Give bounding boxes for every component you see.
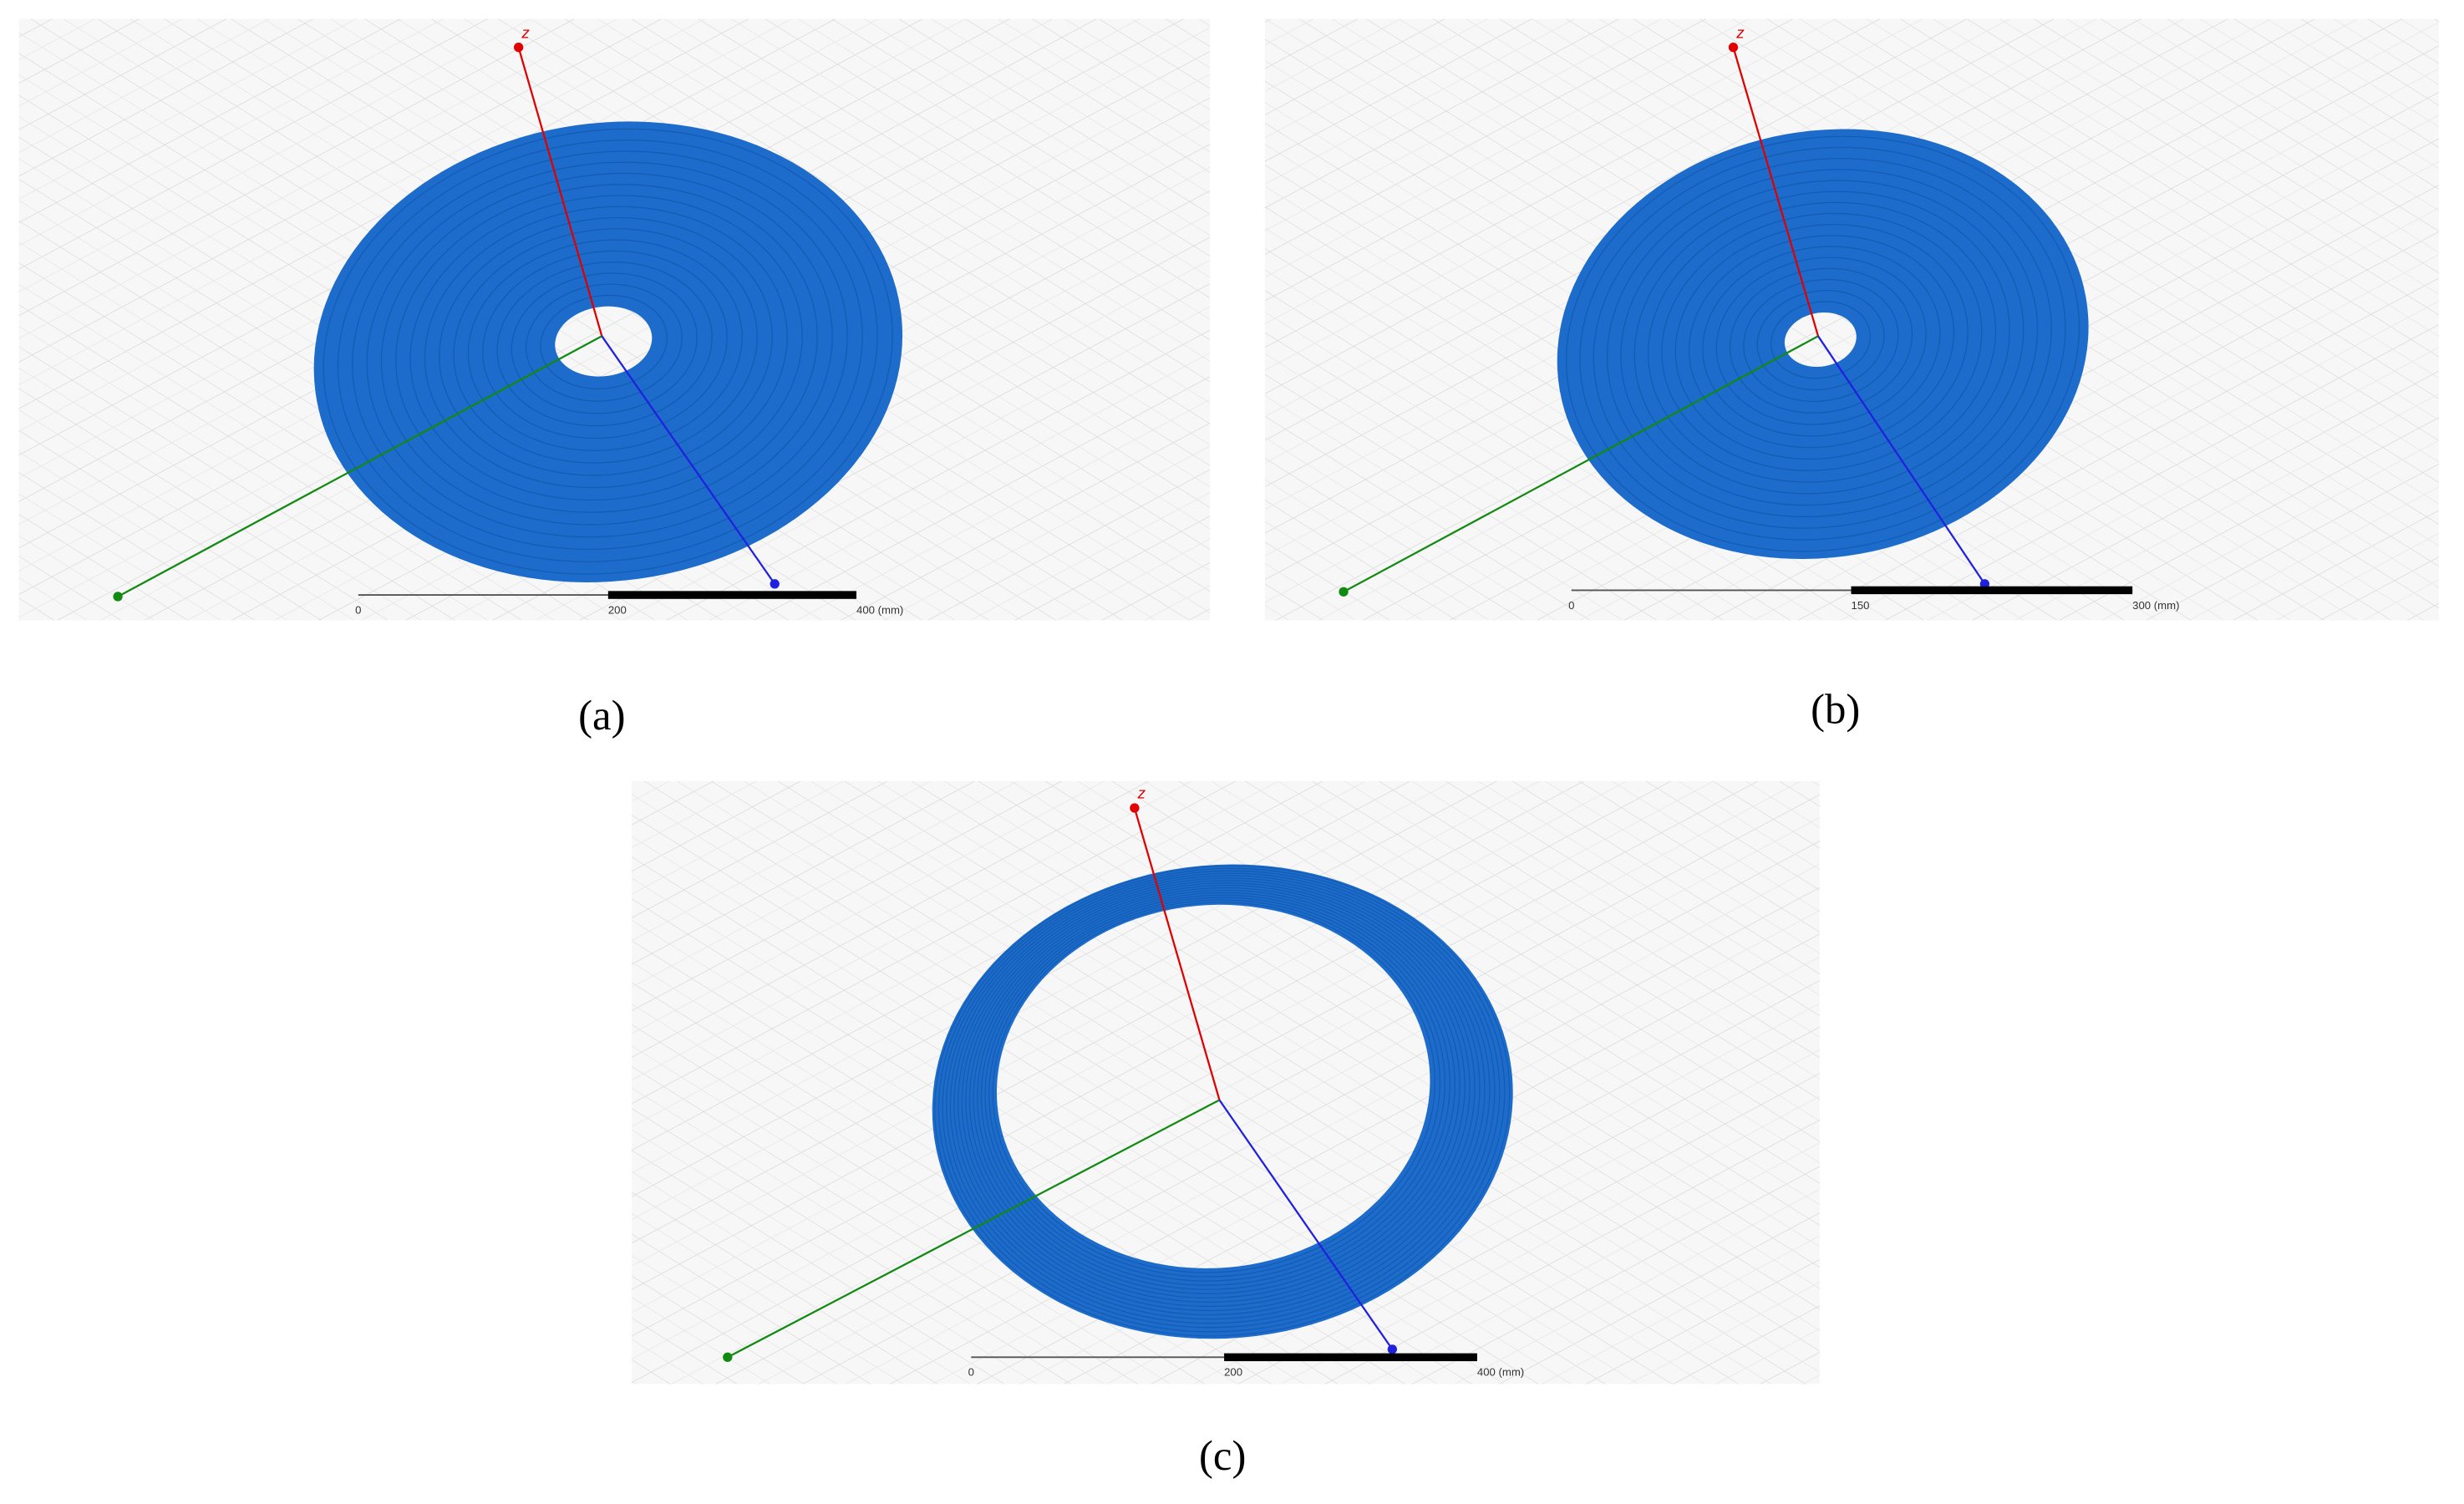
axis-line: [117, 335, 602, 597]
axis-tip: [113, 592, 123, 602]
coil-turn: [1715, 257, 1927, 425]
scale-label: 150: [1852, 599, 1870, 612]
axis-line: [1218, 1099, 1394, 1350]
coil-turn: [380, 172, 833, 526]
coil-turn: [934, 865, 1511, 1337]
coil-turn: [352, 150, 863, 551]
coil-turn: [961, 882, 1476, 1308]
coil-turn: [1743, 278, 1899, 403]
scale-label: 0: [355, 603, 361, 616]
coil-turn: [424, 206, 788, 489]
coil-turn: [1770, 301, 1872, 379]
coil-turn: [1647, 201, 1997, 483]
scale-bar-fill: [607, 591, 857, 599]
panel-label: (c): [1199, 1433, 1246, 1480]
coil-body: [313, 121, 902, 582]
axis-line: [1133, 807, 1221, 1100]
coil-turn: [1661, 212, 1983, 471]
coil-turn: [337, 139, 878, 562]
coil-turn: [1593, 157, 2052, 529]
coil-turn: [1674, 223, 1969, 460]
coil-turn: [1606, 169, 2039, 518]
coil-turn: [965, 884, 1471, 1303]
scale-label: 300 (mm): [2132, 599, 2179, 612]
axis-tip: [723, 1352, 733, 1363]
coil-body: [1557, 129, 2089, 559]
coil-turn: [467, 239, 743, 451]
coil-turn: [968, 887, 1466, 1299]
coil-turn: [984, 897, 1445, 1282]
scale-label: 0: [1568, 599, 1574, 612]
axis-line: [517, 47, 603, 337]
coil-turn: [973, 889, 1461, 1294]
coil: [313, 121, 902, 582]
axis-tip: [1339, 587, 1349, 597]
coil-turn: [1633, 191, 2010, 495]
coil-turn: [946, 872, 1496, 1324]
coil-body: [932, 864, 1513, 1339]
coil-turn: [409, 195, 803, 501]
axis-label: z: [1735, 23, 1745, 41]
coil-turn: [957, 880, 1481, 1312]
coil-turn: [1729, 267, 1913, 414]
axis-tip: [1728, 42, 1739, 53]
scale-label: 200: [1224, 1366, 1242, 1379]
coil: [932, 864, 1513, 1339]
coil-turn: [1756, 289, 1885, 391]
coil-turn: [496, 261, 713, 427]
coil-turn: [937, 867, 1506, 1333]
coil-turn: [453, 228, 758, 464]
axis-tip: [514, 42, 524, 53]
axis-tip: [1387, 1344, 1397, 1354]
scale-label: 400 (mm): [1477, 1366, 1524, 1379]
coil-turn: [511, 272, 698, 414]
axis-line: [1817, 335, 1986, 585]
coil-turn: [949, 875, 1491, 1320]
axis-tip: [770, 579, 780, 589]
axis-line: [1732, 47, 1820, 337]
axis-tip: [1130, 803, 1140, 813]
coil-turn: [1620, 180, 2025, 506]
coil-panel: z 0 200 400 (mm) (c): [632, 780, 1820, 1480]
scale-bar-fill: [1851, 586, 2133, 595]
coil-turn: [1565, 135, 2080, 552]
coil-turn: [980, 894, 1450, 1286]
coil-turn: [439, 216, 773, 476]
scale-label: 400 (mm): [856, 603, 903, 616]
coil-turn: [953, 877, 1486, 1316]
coil-turn: [482, 250, 728, 440]
axis-line: [1343, 335, 1819, 593]
coil-turn: [1702, 246, 1941, 437]
coil-panel: z 0 150 300 (mm) (b): [1264, 18, 2439, 733]
coil-turn: [977, 892, 1456, 1290]
panel-label: (a): [578, 693, 625, 739]
coil-turn: [1688, 235, 1955, 449]
axis-line: [727, 1099, 1220, 1359]
coil-turn: [942, 870, 1501, 1329]
axis-line: [601, 335, 776, 585]
coil-panel: z 0 200 400 (mm) (a): [18, 18, 1211, 739]
coil-turn: [992, 902, 1436, 1273]
coil-turn: [540, 294, 668, 390]
coil: [1557, 129, 2089, 559]
coil-turn: [323, 128, 893, 575]
coil-turn: [366, 161, 848, 538]
coil-turn: [988, 899, 1441, 1278]
panel-label: (b): [1811, 686, 1860, 733]
coil-turn: [395, 184, 818, 513]
coil-turn: [1579, 146, 2066, 541]
axis-label: z: [521, 23, 530, 41]
axis-label: z: [1137, 785, 1146, 802]
scale-bar-fill: [1224, 1353, 1477, 1362]
scale-label: 200: [608, 603, 627, 616]
coil-turn: [525, 283, 683, 402]
scale-label: 0: [968, 1366, 974, 1379]
